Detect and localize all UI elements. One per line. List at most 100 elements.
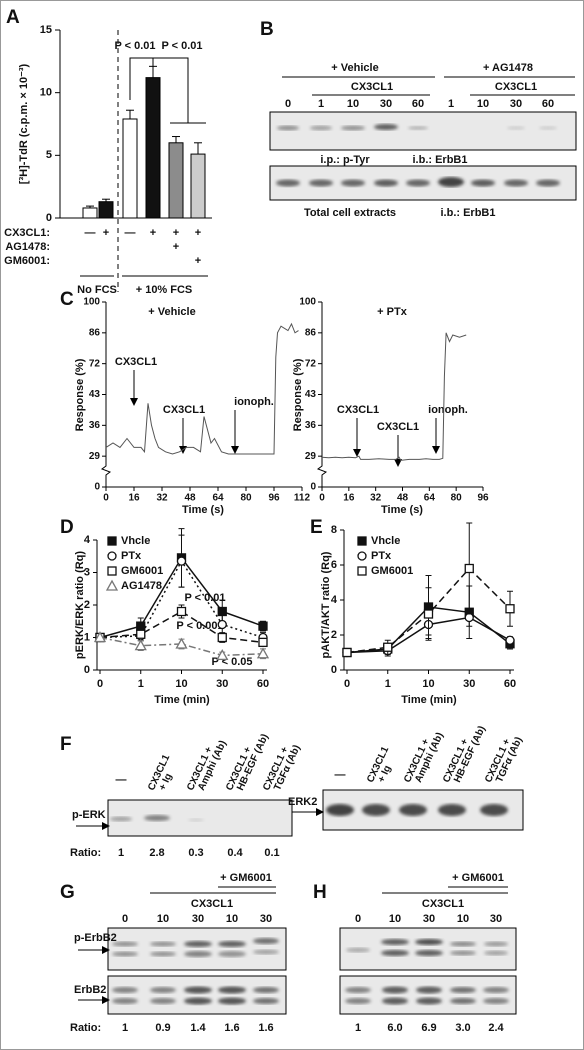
row-mark: — (125, 227, 136, 239)
bar (145, 77, 161, 219)
x-tick-label: 64 (212, 493, 224, 504)
x-tick-label: 0 (103, 493, 109, 504)
data-point (256, 647, 270, 659)
bracket (153, 57, 206, 124)
x-axis-label: Time (s) (381, 504, 423, 516)
y-tick-label: 3 (84, 566, 90, 578)
blot-label: p-ERK (72, 809, 106, 821)
data-point (93, 631, 107, 643)
bands (345, 939, 509, 1005)
y-tick-label: 4 (84, 534, 91, 546)
chart-title: + Vehicle (148, 306, 195, 318)
annotation: P < 0.01 (184, 592, 225, 604)
y-tick-label: 10 (40, 87, 52, 99)
row-mark: + (195, 255, 201, 267)
bands (110, 815, 204, 822)
lane-label: — (116, 774, 127, 786)
legend-marker (105, 579, 119, 591)
y-axis-label: Response (%) (292, 358, 304, 431)
panel-letter: G (60, 882, 75, 903)
blot-label: i.b.: ErbB1 (412, 154, 467, 166)
x-tick-label: 16 (128, 493, 140, 504)
blot (339, 927, 517, 971)
data-point (383, 642, 393, 652)
data-point (175, 637, 188, 649)
legend-marker (357, 551, 367, 561)
blot (339, 975, 517, 1015)
annotation: CX3CL1 (115, 356, 157, 368)
data-point (134, 639, 147, 651)
row-mark: — (85, 227, 96, 239)
x-tick-label: 10 (175, 678, 187, 690)
y-tick-label: 15 (40, 24, 52, 36)
data-point (258, 637, 268, 648)
y-tick-label: 86 (89, 327, 101, 338)
y-tick-label: 0 (310, 482, 316, 493)
y-tick-label: 72 (89, 358, 101, 369)
data-point (176, 556, 187, 566)
y-tick-label: 43 (89, 389, 101, 400)
condition: + Vehicle (331, 62, 378, 74)
y-tick-label: 29 (305, 451, 317, 462)
legend-label: Vhcle (121, 535, 150, 547)
lane-label: 0 (122, 913, 128, 925)
bands (277, 124, 557, 131)
data-point (216, 649, 229, 661)
treatment: CX3CL1 (495, 81, 537, 93)
group-label: + 10% FCS (136, 284, 193, 296)
x-tick-label: 60 (504, 678, 516, 690)
treatment: CX3CL1 (351, 81, 393, 93)
x-tick-label: 0 (319, 493, 325, 504)
treatment: CX3CL1 (191, 898, 233, 910)
trace (321, 332, 467, 461)
y-tick-label: 2 (84, 599, 90, 611)
x-tick-label: 32 (370, 493, 382, 504)
trace (105, 322, 299, 455)
y-axis-label: pAKT/AKT ratio (Rq) (320, 551, 332, 658)
x-axis-label: Time (min) (401, 694, 457, 706)
annotation: CX3CL1 (337, 404, 379, 416)
panel-letter: E (310, 517, 323, 538)
annotation: CX3CL1 (377, 421, 419, 433)
y-tick-label: 6 (331, 559, 337, 571)
panel-letter: H (313, 882, 327, 903)
row-mark: + (150, 227, 156, 239)
ratio: 2.4 (488, 1022, 504, 1034)
annotation: P < 0.01 (114, 40, 155, 52)
data-point (423, 609, 434, 619)
ratio: 1.6 (224, 1022, 239, 1034)
legend-label: PTx (371, 550, 392, 562)
x-tick-label: 30 (216, 678, 228, 690)
ratio: 0.9 (155, 1022, 170, 1034)
treatment: CX3CL1 (422, 898, 464, 910)
x-tick-label: 48 (184, 493, 196, 504)
blot (107, 927, 287, 971)
y-tick-label: 72 (305, 358, 317, 369)
row-mark: + (195, 227, 201, 239)
x-tick-label: 16 (343, 493, 355, 504)
legend-label: PTx (121, 550, 142, 562)
lane-label: 60 (412, 98, 424, 110)
x-tick-label: 48 (397, 493, 409, 504)
y-tick-label: 5 (46, 149, 52, 161)
y-tick-label: 100 (83, 297, 100, 308)
legend-marker (357, 566, 367, 576)
legend-marker (107, 551, 117, 561)
y-tick-label: 36 (89, 420, 101, 431)
y-axis-label: Response (%) (74, 358, 86, 431)
x-tick-label: 1 (385, 678, 391, 690)
x-tick-label: 112 (294, 493, 311, 504)
blot (269, 111, 577, 151)
y-tick-label: 0 (331, 664, 337, 676)
lane-label: 0 (285, 98, 291, 110)
row-label: CX3CL1: (4, 227, 50, 239)
condition: + GM6001 (220, 872, 272, 884)
annotation: CX3CL1 (163, 404, 205, 416)
data-point (505, 635, 515, 645)
x-tick-label: 80 (240, 493, 252, 504)
y-tick-label: 0 (46, 212, 52, 224)
bands (112, 938, 279, 1005)
x-axis-label: Time (min) (154, 694, 210, 706)
x-tick-label: 96 (268, 493, 280, 504)
